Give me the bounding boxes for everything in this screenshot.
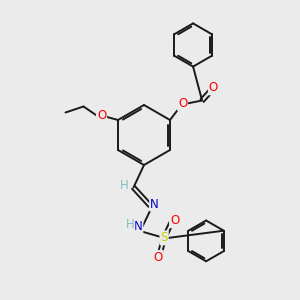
Text: N: N: [150, 197, 159, 211]
Text: O: O: [154, 251, 163, 264]
Text: N: N: [134, 220, 142, 233]
Text: O: O: [209, 81, 218, 94]
Text: O: O: [178, 97, 187, 110]
Text: H: H: [119, 178, 128, 192]
Text: O: O: [97, 109, 106, 122]
Text: O: O: [170, 214, 179, 227]
Text: H: H: [125, 218, 134, 231]
Text: S: S: [160, 231, 168, 244]
